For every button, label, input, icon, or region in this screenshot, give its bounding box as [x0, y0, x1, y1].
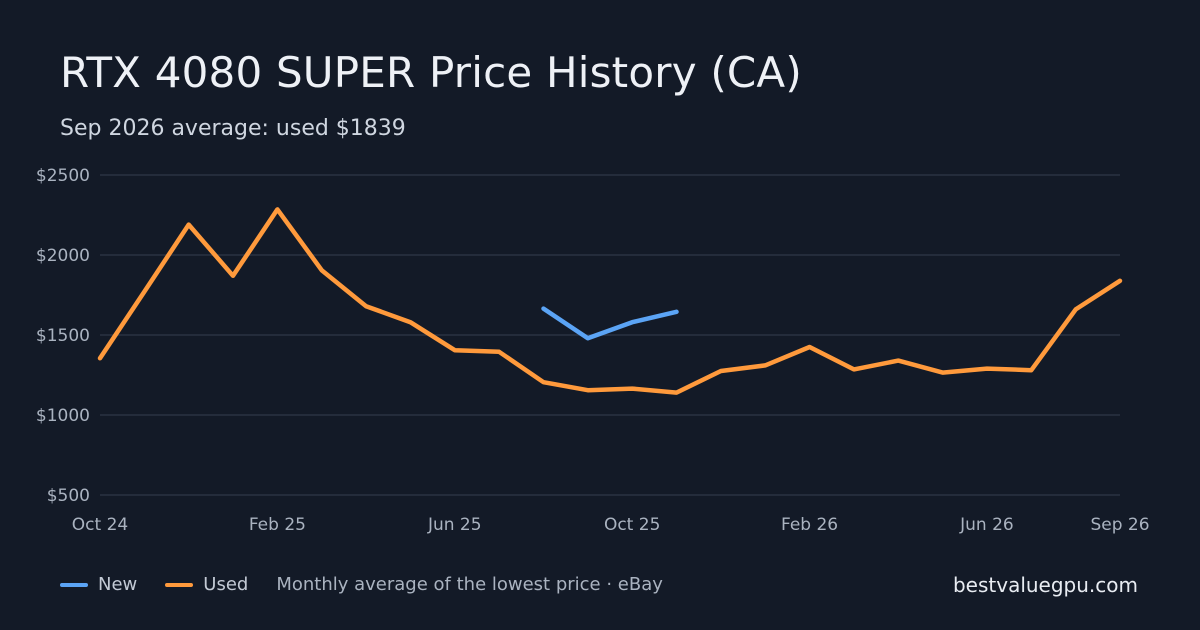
legend-item-new[interactable]: New — [60, 574, 137, 595]
legend-item-used[interactable]: Used — [165, 574, 248, 595]
chart-title: RTX 4080 SUPER Price History (CA) — [60, 48, 802, 97]
grid-lines — [100, 174, 1120, 496]
y-tick-label: $500 — [47, 486, 90, 506]
x-tick-label: Jun 26 — [959, 515, 1014, 535]
legend-swatch-used — [165, 582, 194, 587]
series-lines — [97, 207, 1123, 395]
legend-note: Monthly average of the lowest price · eB… — [276, 574, 663, 595]
y-tick-label: $2500 — [36, 166, 90, 186]
x-tick-label: Feb 25 — [249, 515, 306, 535]
y-axis-ticks: $2500 $2000 $1500 $1000 $500 — [36, 166, 90, 506]
x-tick-label: Oct 24 — [72, 515, 128, 535]
y-tick-label: $1500 — [36, 326, 90, 346]
chart-subtitle: Sep 2026 average: used $1839 — [60, 116, 406, 141]
brand-link[interactable]: bestvaluegpu.com — [952, 573, 1138, 597]
x-tick-label: Oct 25 — [604, 515, 660, 535]
x-tick-label: Sep 26 — [1090, 515, 1149, 535]
legend: New Used Monthly average of the lowest p… — [60, 574, 663, 595]
x-tick-label: Feb 26 — [781, 515, 838, 535]
series-line-used — [97, 207, 1123, 395]
y-tick-label: $2000 — [36, 246, 90, 266]
legend-swatch-new — [60, 582, 88, 587]
x-tick-label: Jun 25 — [427, 515, 482, 535]
y-tick-label: $1000 — [36, 406, 90, 426]
series-line-new — [541, 306, 679, 341]
legend-label-new: New — [98, 574, 138, 595]
x-axis-ticks: Oct 24 Feb 25 Jun 25 Oct 25 Feb 26 Jun 26 Sep … — [72, 515, 1150, 535]
legend-label-used: Used — [203, 574, 249, 595]
